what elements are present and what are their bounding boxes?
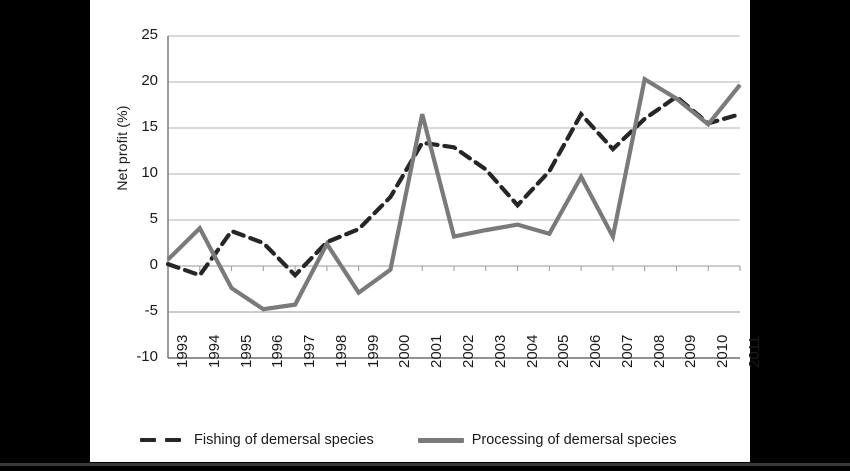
x-tick-label: 1996 [269, 334, 287, 368]
x-tick-label: 2004 [523, 334, 541, 368]
axis-lines [167, 36, 740, 359]
y-tick-label: 5 [149, 210, 158, 227]
x-tick-label: 2002 [460, 334, 477, 368]
y-axis-title: Net profit (%) [114, 105, 130, 191]
series-layer [165, 75, 743, 312]
plot-svg [165, 35, 743, 359]
x-tick-label: 2006 [587, 334, 605, 368]
x-tick-label: 2009 [682, 334, 700, 368]
y-tick-label: 25 [141, 26, 158, 43]
legend-swatch-dashed-icon [140, 438, 186, 442]
x-tick-label: 2000 [396, 334, 414, 368]
y-tick-label: 0 [149, 256, 158, 273]
x-tick-label: 2005 [555, 334, 573, 368]
legend-label-fishing: Fishing of demersal species [194, 432, 374, 448]
bottom-rule [0, 463, 850, 466]
y-tick-label: 20 [141, 72, 158, 89]
legend-label-processing: Processing of demersal species [471, 432, 677, 448]
x-tick-label: 2011 [746, 335, 763, 368]
y-tick-label: 15 [141, 118, 158, 135]
x-tick-label: 2001 [428, 334, 446, 368]
y-tick-label: 10 [141, 164, 158, 181]
chart-plate: Net profit (%) -10 -5 0 5 10 15 20 25 1993 1994 1… [90, 0, 763, 462]
x-tick-label: 1999 [364, 334, 382, 368]
chart-area: Net profit (%) -10 -5 0 5 10 15 20 25 1993 1994 1… [90, 0, 763, 462]
x-tick-label: 2008 [650, 334, 668, 368]
legend-item-processing: Processing of demersal species [417, 432, 677, 448]
x-tick-label: 2007 [618, 334, 636, 368]
y-tick-label: -5 [144, 302, 158, 319]
x-tick-label: 1995 [237, 334, 255, 368]
y-tick-label: -10 [136, 348, 158, 365]
chart-legend: Fishing of demersal species Processing o… [140, 432, 750, 448]
x-axis-ticks [167, 266, 741, 271]
legend-item-fishing: Fishing of demersal species [140, 432, 374, 448]
x-tick-label: 1998 [332, 334, 350, 368]
x-tick-label: 1997 [301, 334, 319, 368]
legend-swatch-solid-icon [417, 437, 464, 443]
x-tick-label: 2003 [491, 334, 509, 368]
x-tick-label: 1993 [174, 334, 191, 368]
x-tick-label: 1994 [205, 334, 223, 368]
x-tick-label: 2010 [714, 334, 732, 368]
